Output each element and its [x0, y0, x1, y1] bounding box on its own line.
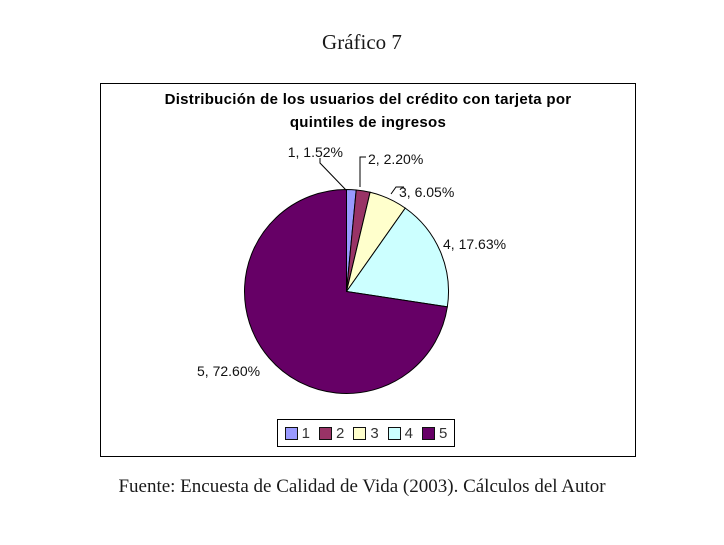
pie-slice-4	[345, 207, 449, 308]
legend-item-3: 3	[353, 424, 379, 442]
leader-line-1	[319, 158, 347, 191]
legend-label-2: 2	[335, 424, 345, 442]
legend-label-4: 4	[404, 424, 414, 442]
chart-frame: Distribución de los usuarios del crédito…	[100, 83, 636, 457]
legend: 1 2 3 4 5	[277, 419, 455, 447]
legend-label-1: 1	[301, 424, 310, 442]
chart-title: Distribución de los usuarios del crédito…	[101, 88, 635, 134]
legend-swatch-2	[318, 426, 332, 440]
pie-slice-5	[244, 188, 448, 394]
source-note: Fuente: Encuesta de Calidad de Vida (200…	[118, 476, 606, 497]
data-label-5: 5, 72.60%	[197, 363, 261, 379]
legend-item-4: 4	[387, 424, 414, 442]
legend-item-1: 1	[284, 424, 310, 442]
pie-chart	[244, 156, 449, 394]
data-label-1: 1, 1.52%	[287, 144, 343, 160]
data-label-4: 4, 17.63%	[443, 236, 507, 252]
legend-swatch-4	[387, 426, 401, 440]
legend-label-3: 3	[370, 424, 379, 442]
legend-item-2: 2	[318, 424, 345, 442]
legend-label-5: 5	[439, 424, 448, 442]
legend-swatch-3	[353, 426, 367, 440]
chart-title-line-1: Distribución de los usuarios del crédito…	[164, 91, 572, 108]
legend-swatch-1	[284, 426, 298, 440]
data-label-2: 2, 2.20%	[368, 151, 424, 167]
leader-line-3	[390, 186, 404, 195]
data-label-3: 3, 6.05%	[399, 184, 455, 200]
leader-line-2	[359, 156, 366, 187]
legend-swatch-5	[422, 426, 436, 440]
legend-item-5: 5	[422, 426, 447, 441]
chart-title-line-2: quintiles de ingresos	[289, 114, 447, 131]
page-title: Gráfico 7	[322, 30, 402, 54]
